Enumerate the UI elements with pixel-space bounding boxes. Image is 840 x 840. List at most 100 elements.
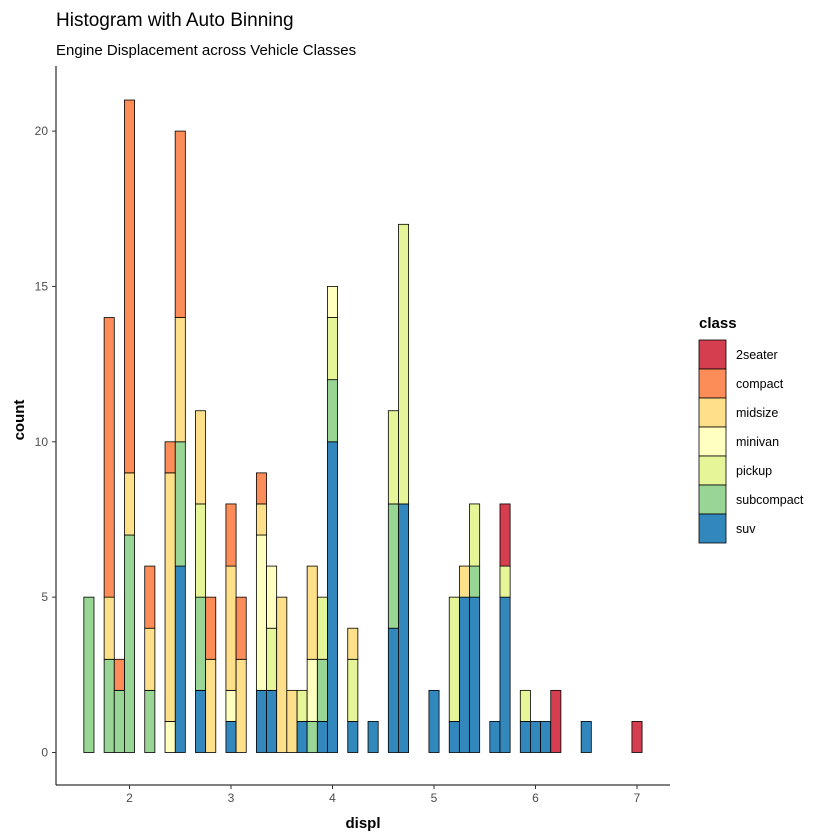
bar-midsize-5.30 [458, 565, 470, 598]
bar-compact-1.80 [103, 317, 115, 598]
bar-compact-2.80 [205, 596, 217, 660]
chart-subtitle: Engine Displacement across Vehicle Class… [56, 42, 356, 59]
bar-minivan-3.30 [255, 534, 267, 691]
bar-subcompact-4.00 [327, 379, 338, 443]
bar-compact-2.40 [164, 441, 176, 474]
bar-pickup-2.70 [195, 503, 207, 598]
bar-suv-4.60 [387, 627, 399, 753]
bar-suv-6.00 [530, 721, 541, 753]
legend-label-suv: suv [736, 522, 756, 536]
bar-midsize-2.00 [124, 472, 135, 536]
bar-compact-3.10 [235, 596, 247, 660]
axes: 0 5 10 15 20 2 3 4 5 6 7 [35, 66, 670, 805]
x-tick-label-5: 5 [431, 791, 438, 805]
bar-pickup-5.70 [499, 565, 511, 598]
x-tick-label-7: 7 [634, 791, 641, 805]
bar-suv-4.40 [367, 721, 379, 753]
bar-subcompact-3.90 [316, 658, 328, 722]
legend-key-pickup [698, 455, 727, 486]
bar-midsize-4.20 [347, 627, 359, 660]
legend-key-subcompact [698, 484, 727, 515]
legend-key-2seater [698, 339, 727, 370]
bar-suv-3.40 [266, 689, 278, 753]
y-tick-label-0: 0 [41, 746, 48, 760]
legend-key-compact [698, 368, 727, 399]
bar-pickup-5.40 [469, 503, 481, 567]
bar-subcompact-5.40 [469, 565, 481, 598]
y-tick-label-15: 15 [35, 279, 49, 293]
bar-compact-2.50 [174, 130, 186, 318]
bar-minivan-2.40 [164, 721, 176, 753]
bar-midsize-2.20 [144, 627, 156, 691]
x-axis-title: displ [345, 815, 380, 832]
bar-suv-5.20 [448, 721, 460, 753]
bar-subcompact-1.80 [103, 658, 115, 753]
bar-subcompact-2.00 [124, 534, 135, 753]
chart-title: Histogram with Auto Binning [56, 10, 294, 31]
legend-key-midsize [698, 397, 727, 428]
legend: class 2seater compact midsize minivan pickup… [698, 315, 804, 544]
y-axis-title: count [11, 400, 28, 441]
bar-minivan-3.80 [306, 658, 318, 722]
bar-suv-2.70 [195, 689, 207, 753]
legend-label-2seater: 2seater [736, 348, 778, 362]
bar-suv-6.50 [580, 721, 592, 753]
bar-suv-3.70 [296, 721, 308, 753]
bar-midsize-3.10 [235, 658, 247, 753]
bar-pickup-4.70 [398, 223, 410, 505]
bar-subcompact-1.60 [83, 596, 95, 753]
bar-midsize-3.80 [306, 565, 318, 660]
legend-title: class [699, 315, 737, 332]
bar-suv-5.70 [499, 596, 511, 753]
bar-midsize-2.50 [174, 317, 186, 443]
bar-suv-4.70 [398, 503, 410, 753]
bar-pickup-3.90 [316, 596, 328, 660]
x-tick-label-6: 6 [532, 791, 539, 805]
bar-suv-3.30 [255, 689, 267, 753]
bar-2seater-6.20 [550, 689, 562, 753]
bar-subcompact-4.60 [387, 503, 399, 629]
bar-midsize-2.70 [195, 410, 207, 505]
bar-compact-1.90 [113, 658, 125, 691]
bar-pickup-5.20 [448, 596, 460, 722]
bar-subcompact-2.70 [195, 596, 207, 691]
bar-midsize-3.50 [276, 596, 288, 753]
bar-subcompact-2.50 [174, 441, 186, 567]
y-tick-label-20: 20 [35, 124, 49, 138]
bar-suv-3.90 [316, 721, 328, 753]
y-tick-label-10: 10 [35, 435, 49, 449]
y-tick-label-5: 5 [41, 590, 48, 604]
x-tick-label-2: 2 [126, 791, 133, 805]
bar-suv-3.00 [225, 721, 237, 753]
bar-suv-5.40 [469, 596, 481, 753]
bar-suv-4.20 [347, 721, 359, 753]
x-tick-label-3: 3 [228, 791, 235, 805]
x-tick-label-4: 4 [329, 791, 336, 805]
bar-suv-5.30 [458, 596, 470, 753]
bar-suv-5.60 [489, 721, 501, 753]
bar-midsize-2.40 [164, 472, 176, 722]
bar-suv-5.00 [428, 689, 440, 753]
legend-label-midsize: midsize [736, 406, 778, 420]
bar-2seater-5.70 [499, 503, 511, 567]
bar-compact-3.00 [225, 503, 237, 567]
legend-key-minivan [698, 426, 727, 457]
bar-midsize-1.80 [103, 596, 115, 660]
legend-label-subcompact: subcompact [736, 493, 804, 507]
bar-subcompact-3.80 [306, 721, 318, 753]
legend-key-suv [698, 513, 727, 544]
bar-pickup-5.90 [519, 689, 531, 722]
bar-minivan-3.40 [266, 565, 278, 629]
bar-suv-6.10 [540, 721, 552, 753]
legend-label-minivan: minivan [736, 435, 779, 449]
legend-label-compact: compact [736, 377, 784, 391]
bar-subcompact-2.20 [144, 689, 156, 753]
bar-midsize-3.30 [255, 503, 267, 536]
legend-label-pickup: pickup [736, 464, 772, 478]
bar-2seater-7.00 [631, 721, 643, 753]
bar-suv-4.00 [327, 441, 338, 753]
bar-compact-2.00 [124, 99, 135, 474]
bar-pickup-3.70 [296, 689, 308, 722]
bar-midsize-3.60 [286, 689, 298, 753]
